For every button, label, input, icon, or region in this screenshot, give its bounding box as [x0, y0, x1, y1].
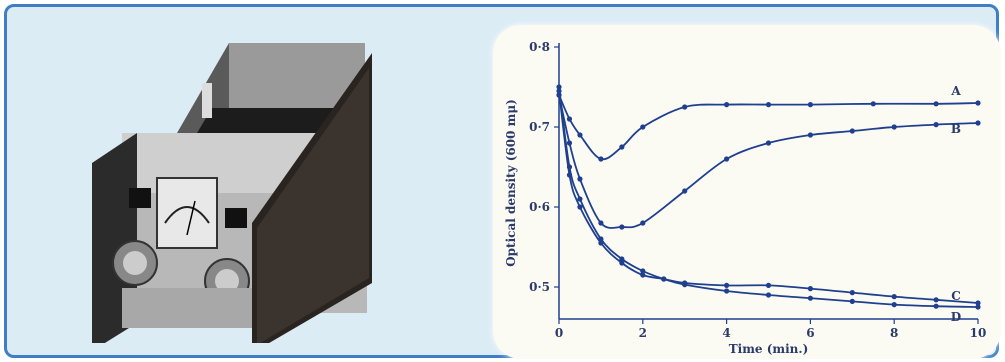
- data-point-b: [975, 120, 981, 126]
- data-point-c: [975, 300, 981, 306]
- data-point-c: [619, 260, 625, 266]
- data-point-d: [598, 236, 604, 242]
- x-tick-label: 8: [890, 326, 898, 340]
- data-point-b: [598, 220, 604, 226]
- data-point-b: [566, 140, 573, 146]
- data-point-d: [661, 276, 667, 282]
- data-point-c: [807, 286, 813, 292]
- data-point-b: [891, 124, 897, 130]
- y-tick-label: 0·5: [529, 280, 550, 294]
- data-point-c: [640, 272, 646, 278]
- data-point-b: [619, 224, 625, 230]
- data-point-d: [891, 302, 897, 308]
- series-line-b: [558, 94, 979, 229]
- chart-points: [556, 84, 981, 310]
- data-point-a: [765, 102, 772, 108]
- series-label-c: C: [951, 289, 961, 303]
- y-tick-label: 0·8: [529, 40, 550, 54]
- data-point-a: [682, 104, 688, 110]
- data-point-c: [566, 172, 573, 178]
- x-tick-label: 0: [555, 326, 563, 340]
- data-point-d: [765, 292, 772, 298]
- data-point-b: [807, 132, 813, 138]
- data-point-d: [849, 298, 855, 304]
- data-point-b: [765, 140, 772, 146]
- data-point-d: [682, 282, 688, 288]
- series-label-d: D: [951, 310, 961, 324]
- chart-lines: [558, 86, 979, 308]
- y-axis-title: Optical density (600 mμ): [504, 99, 518, 267]
- data-point-d: [640, 268, 646, 274]
- data-point-d: [724, 288, 730, 294]
- y-tick-label: 0·7: [529, 120, 550, 134]
- y-tick-label: 0·6: [529, 200, 550, 214]
- data-point-b: [640, 220, 646, 226]
- data-point-a: [870, 101, 876, 107]
- data-point-c: [556, 88, 562, 94]
- series-label-b: B: [951, 122, 961, 136]
- series-line-c: [558, 90, 979, 304]
- data-point-b: [577, 176, 583, 182]
- x-tick-label: 2: [639, 326, 647, 340]
- x-tick-label: 6: [806, 326, 814, 340]
- data-point-a: [807, 102, 813, 108]
- data-point-a: [619, 144, 625, 150]
- series-label-a: A: [950, 84, 961, 98]
- chart-labels: A B CD: [950, 84, 961, 324]
- optical-density-chart: 0 2 4 6 8 10 0·5 0·6 0·7 0·8 A B CD Time (min.) Opt…: [504, 40, 986, 356]
- data-point-d: [577, 196, 583, 202]
- data-point-c: [765, 282, 772, 288]
- data-point-d: [619, 256, 625, 262]
- data-point-d: [975, 304, 981, 310]
- data-point-a: [933, 101, 939, 107]
- data-point-c: [724, 282, 730, 288]
- data-point-c: [933, 297, 939, 303]
- x-tick-label: 4: [722, 326, 730, 340]
- data-point-a: [975, 100, 981, 106]
- data-point-b: [682, 188, 688, 194]
- chart-axes: [558, 43, 978, 320]
- data-point-a: [566, 116, 573, 122]
- data-point-a: [577, 132, 583, 138]
- data-point-c: [891, 294, 897, 300]
- data-point-d: [807, 295, 813, 301]
- data-point-a: [724, 102, 730, 108]
- data-point-b: [556, 92, 562, 98]
- data-point-c: [598, 240, 604, 246]
- series-line-d: [558, 86, 979, 308]
- data-point-a: [640, 124, 646, 130]
- data-point-a: [598, 156, 604, 162]
- data-point-b: [933, 122, 939, 128]
- data-point-d: [556, 84, 562, 90]
- data-point-b: [724, 156, 730, 162]
- chart-ticks: 0 2 4 6 8 10 0·5 0·6 0·7 0·8: [529, 40, 986, 340]
- data-point-c: [849, 290, 855, 296]
- data-point-b: [849, 128, 855, 134]
- data-point-d: [933, 303, 939, 309]
- spectrophotometer-photo: [92, 43, 372, 343]
- data-point-c: [577, 204, 583, 210]
- x-axis-title: Time (min.): [729, 342, 809, 356]
- data-point-d: [566, 164, 573, 170]
- x-tick-label: 10: [970, 326, 987, 340]
